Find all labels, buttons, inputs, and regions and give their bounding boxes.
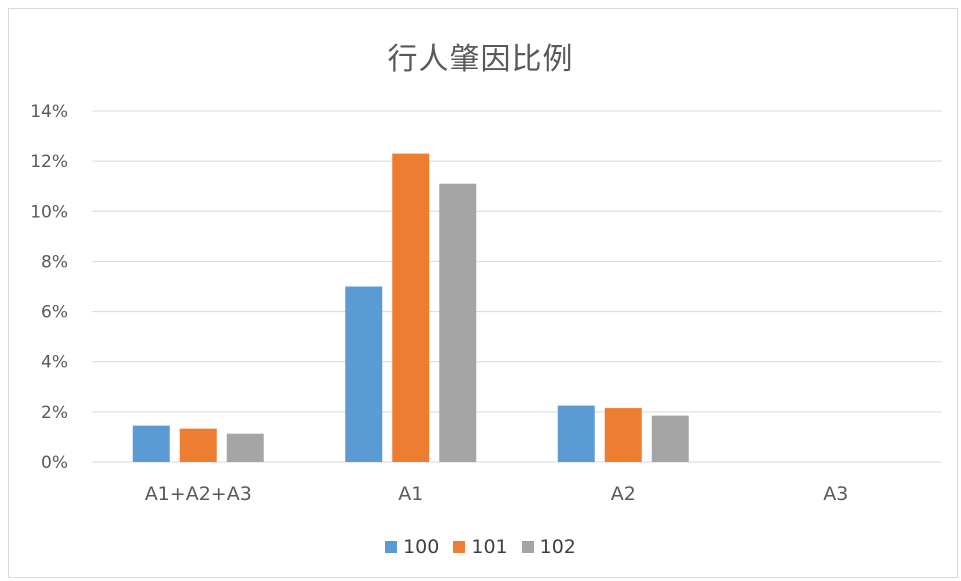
gridlines xyxy=(92,110,942,463)
legend-item-102: 102 xyxy=(521,536,576,558)
x-tick-label: A2 xyxy=(611,483,636,505)
bar-100-A1+A2+A3 xyxy=(132,425,170,462)
bar-101-A1 xyxy=(392,153,430,462)
legend-swatch xyxy=(521,541,534,553)
bar-100-A1 xyxy=(345,286,383,462)
legend-label: 100 xyxy=(403,536,440,558)
bar-100-A2 xyxy=(557,405,595,462)
x-tick-label: A1 xyxy=(398,483,423,505)
y-tick-label: 12% xyxy=(30,152,68,172)
bars xyxy=(132,153,689,462)
bar-101-A2 xyxy=(604,408,642,462)
x-tick-label: A1+A2+A3 xyxy=(145,483,252,505)
bar-101-A1+A2+A3 xyxy=(179,428,217,462)
y-axis-ticks: 0% 2% 4% 6% 8% 10% 12% 14% xyxy=(30,102,68,473)
y-tick-label: 0% xyxy=(41,453,68,473)
y-tick-label: 2% xyxy=(41,403,68,423)
legend-swatch xyxy=(385,541,398,553)
legend-label: 102 xyxy=(539,536,576,558)
legend-swatch xyxy=(453,541,466,553)
y-tick-label: 10% xyxy=(30,202,68,222)
legend: 100 101 102 xyxy=(0,536,961,558)
legend-label: 101 xyxy=(471,536,508,558)
x-tick-label: A3 xyxy=(823,483,848,505)
bar-102-A1 xyxy=(439,183,477,462)
y-tick-label: 4% xyxy=(41,353,68,373)
y-tick-label: 8% xyxy=(41,252,68,272)
legend-item-100: 100 xyxy=(385,536,439,558)
bar-102-A2 xyxy=(651,415,689,462)
chart-title: 行人肇因比例 xyxy=(387,42,574,77)
chart-frame xyxy=(8,8,958,578)
legend-item-101: 101 xyxy=(453,536,508,558)
x-axis-ticks: A1+A2+A3 A1 A2 A3 xyxy=(145,483,849,505)
bar-102-A1+A2+A3 xyxy=(226,433,264,462)
y-tick-label: 14% xyxy=(30,102,68,122)
y-tick-label: 6% xyxy=(41,303,68,323)
